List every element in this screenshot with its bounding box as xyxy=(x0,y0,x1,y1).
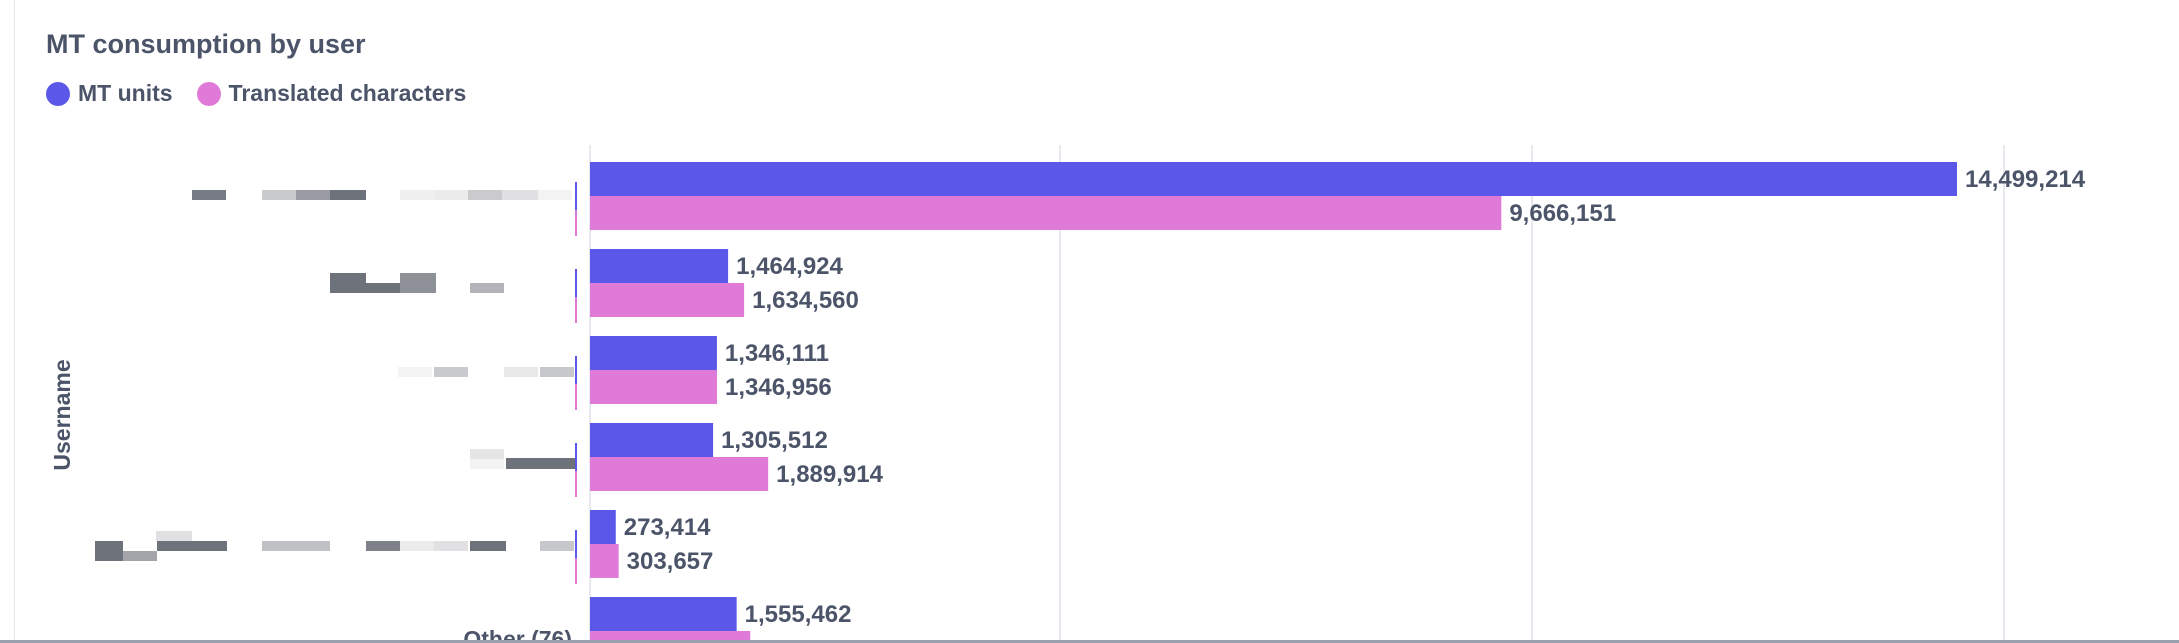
chart-legend: MT units Translated characters xyxy=(46,80,490,107)
value-label-mt-units-0: 14,499,214 xyxy=(1965,166,2086,193)
username-redaction-1-1 xyxy=(366,283,400,293)
username-redaction-4-8 xyxy=(434,541,468,551)
value-label-translated-characters-0: 9,666,151 xyxy=(1509,200,1616,227)
username-redaction-0-1 xyxy=(262,190,296,200)
value-label-mt-units-4: 273,414 xyxy=(624,514,711,541)
username-redaction-1-2 xyxy=(400,273,436,293)
username-redaction-0-6 xyxy=(468,190,502,200)
bar-mt-units-4 xyxy=(590,510,616,544)
bar-mt-units-0 xyxy=(590,162,1957,196)
group-marker-tc-2 xyxy=(575,384,577,410)
username-redaction-4-4 xyxy=(262,541,296,551)
y-axis-label: Username xyxy=(49,359,75,470)
value-label-mt-units-2: 1,346,111 xyxy=(725,340,829,367)
category-label-5: Other (76) xyxy=(463,626,572,643)
group-marker-mt-1 xyxy=(575,269,577,297)
value-label-mt-units-3: 1,305,512 xyxy=(721,427,828,454)
value-label-mt-units-1: 1,464,924 xyxy=(736,253,843,280)
group-marker-mt-0 xyxy=(575,182,577,210)
value-label-translated-characters-4: 303,657 xyxy=(627,548,714,575)
bar-mt-units-5 xyxy=(590,597,737,631)
value-label-translated-characters-3: 1,889,914 xyxy=(776,461,883,488)
group-marker-tc-0 xyxy=(575,210,577,236)
username-redaction-4-10 xyxy=(540,541,574,551)
username-redaction-4-6 xyxy=(366,541,400,551)
group-marker-mt-2 xyxy=(575,356,577,384)
username-redaction-2-2 xyxy=(504,367,538,377)
legend-swatch-translated-characters xyxy=(196,81,221,106)
bar-translated-characters-2 xyxy=(590,370,717,404)
chart-title: MT consumption by user xyxy=(46,29,366,59)
username-redaction-2-3 xyxy=(540,367,574,377)
bar-translated-characters-3 xyxy=(590,457,769,491)
group-marker-mt-3 xyxy=(575,443,577,471)
username-redaction-4-5 xyxy=(296,541,330,551)
username-redaction-4-2 xyxy=(123,551,157,561)
username-redaction-0-0 xyxy=(192,190,226,200)
username-redaction-2-0 xyxy=(398,367,432,377)
value-label-translated-characters-1: 1,634,560 xyxy=(752,287,859,314)
legend-item-translated-characters[interactable]: Translated characters xyxy=(196,80,467,107)
username-redaction-4-9 xyxy=(470,541,506,551)
bar-mt-units-1 xyxy=(590,249,729,283)
group-marker-tc-3 xyxy=(575,471,577,497)
username-redaction-4-1 xyxy=(95,541,123,561)
username-redaction-4-3 xyxy=(157,541,227,551)
username-redaction-0-4 xyxy=(400,190,434,200)
group-marker-tc-4 xyxy=(575,558,577,584)
legend-label-mt-units: MT units xyxy=(78,80,173,106)
username-redaction-0-5 xyxy=(434,190,468,200)
username-redaction-0-3 xyxy=(330,190,366,200)
value-label-mt-units-5: 1,555,462 xyxy=(745,601,852,628)
username-redaction-2-1 xyxy=(434,367,468,377)
username-redaction-1-0 xyxy=(330,273,366,293)
username-redaction-3-2 xyxy=(506,458,576,469)
bottom-divider xyxy=(0,640,2179,643)
group-marker-mt-4 xyxy=(575,530,577,558)
bar-translated-characters-1 xyxy=(590,283,745,317)
value-label-translated-characters-2: 1,346,956 xyxy=(725,374,832,401)
legend-item-mt-units[interactable]: MT units xyxy=(46,80,173,107)
bar-mt-units-3 xyxy=(590,423,714,457)
username-redaction-0-7 xyxy=(502,190,538,200)
bar-translated-characters-0 xyxy=(590,196,1502,230)
username-redaction-1-3 xyxy=(470,283,504,293)
legend-swatch-mt-units xyxy=(46,81,70,106)
bar-translated-characters-4 xyxy=(590,544,619,578)
username-redaction-0-2 xyxy=(296,190,330,200)
bar-mt-units-2 xyxy=(590,336,717,370)
group-marker-tc-1 xyxy=(575,297,577,323)
legend-label-translated-characters: Translated characters xyxy=(228,80,467,106)
username-redaction-0-8 xyxy=(538,190,572,200)
username-redaction-3-1 xyxy=(470,459,504,469)
chart-panel xyxy=(14,0,2179,643)
username-redaction-3-0 xyxy=(470,449,504,459)
username-redaction-4-0 xyxy=(156,531,192,541)
username-redaction-4-7 xyxy=(400,541,434,551)
